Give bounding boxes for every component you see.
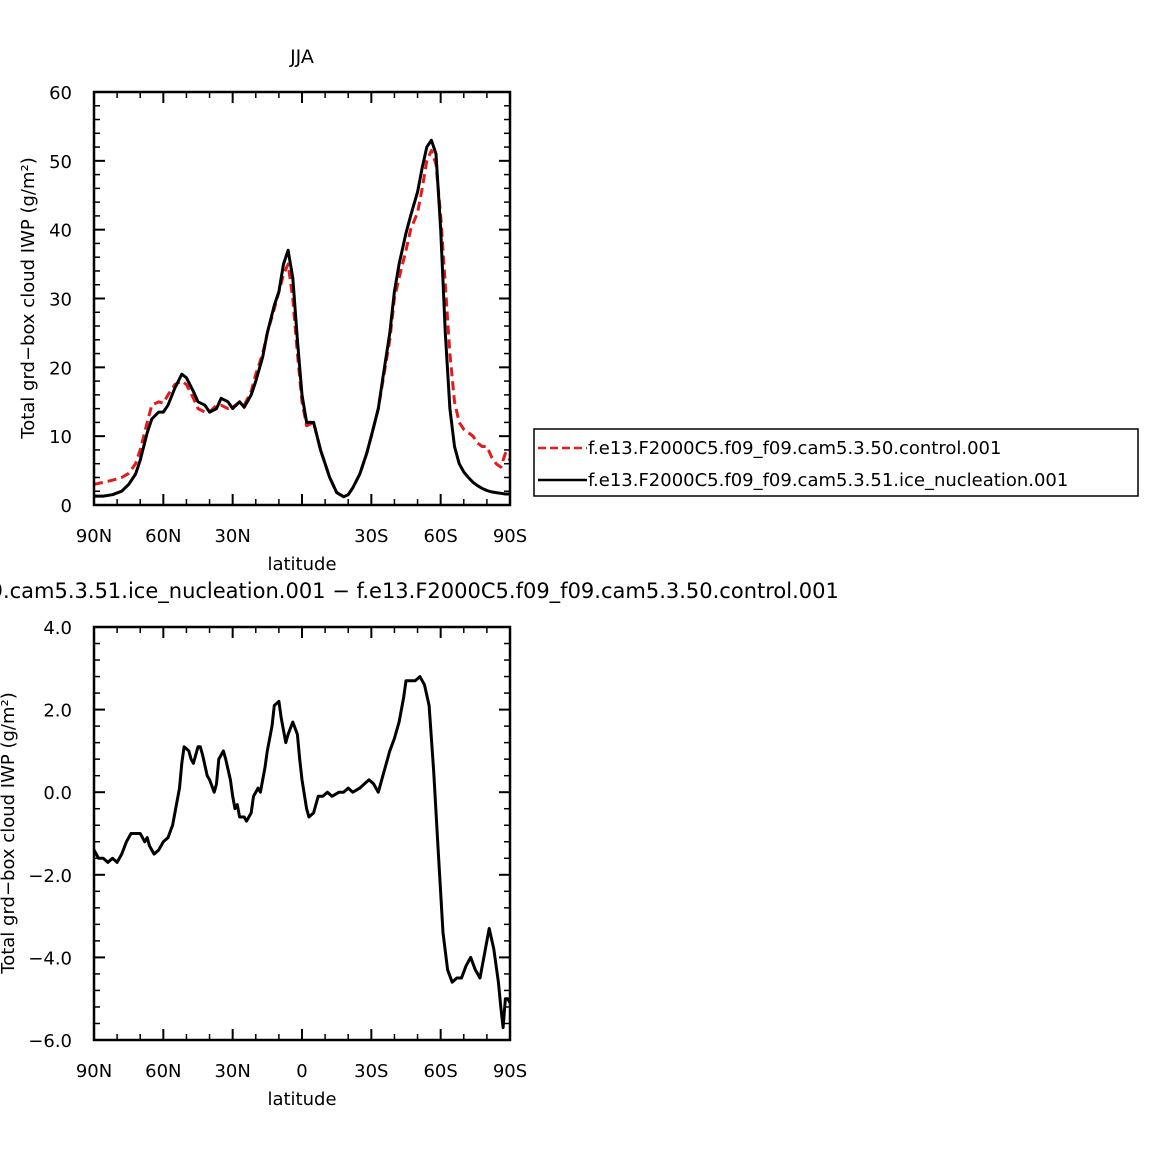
y-tick-label: −6.0 (28, 1031, 72, 1052)
x-tick-label: 90S (493, 526, 527, 547)
y-tick-label: 40 (49, 221, 72, 242)
series-line-0-1 (94, 138, 510, 499)
y-tick-label: 60 (49, 83, 72, 104)
x-tick-label: 60N (145, 526, 181, 547)
y-tick-label: −4.0 (28, 948, 72, 969)
legend-label-control: f.e13.F2000C5.f09_f09.cam5.3.50.control.… (588, 438, 1001, 459)
top-chart: JJA Total grd−box cloud IWP (g/m²) latit… (18, 46, 527, 575)
y-tick-label: 4.0 (43, 618, 72, 639)
y-tick-label: 50 (49, 152, 72, 173)
legend-label-ice-nucleation: f.e13.F2000C5.f09_f09.cam5.3.51.ice_nucl… (588, 470, 1068, 491)
x-tick-label: 30S (354, 526, 388, 547)
top-chart-ylabel: Total grd−box cloud IWP (g/m²) (18, 157, 39, 439)
y-tick-label: 30 (49, 290, 72, 311)
bottom-chart-title: f.e13.F2000C5.f09_f09.cam5.3.51.ice_nucl… (0, 579, 839, 604)
x-tick-label: 0 (296, 1061, 307, 1082)
x-tick-label: 60S (423, 1061, 457, 1082)
bottom-chart: f.e13.F2000C5.f09_f09.cam5.3.51.ice_nucl… (0, 579, 839, 1110)
top-chart-title: JJA (289, 46, 314, 68)
bottom-chart-ylabel: Total grd−box cloud IWP (g/m²) (0, 692, 19, 974)
y-tick-label: 2.0 (43, 701, 72, 722)
x-tick-label: 30S (354, 1061, 388, 1082)
plot-frame (92, 625, 512, 1042)
legend-box (533, 428, 1139, 497)
bottom-chart-xlabel: latitude (267, 1089, 336, 1110)
x-tick-label: 90N (76, 1061, 112, 1082)
y-tick-label: −2.0 (28, 866, 72, 887)
top-chart-xlabel: latitude (267, 554, 336, 575)
x-tick-label: 60S (423, 526, 457, 547)
y-tick-label: 20 (49, 358, 72, 379)
series-line-1-0 (92, 675, 512, 1030)
y-tick-label: 0.0 (43, 783, 72, 804)
top-chart-legend: f.e13.F2000C5.f09_f09.cam5.3.50.control.… (533, 428, 1139, 497)
y-tick-label: 0 (61, 496, 72, 517)
x-tick-label: 30N (214, 526, 250, 547)
y-tick-label: 10 (49, 427, 72, 448)
x-tick-label: 60N (145, 1061, 181, 1082)
x-tick-label: 90S (493, 1061, 527, 1082)
series-line-0-0 (93, 149, 512, 499)
x-tick-label: 90N (76, 526, 112, 547)
x-tick-label: 30N (214, 1061, 250, 1082)
